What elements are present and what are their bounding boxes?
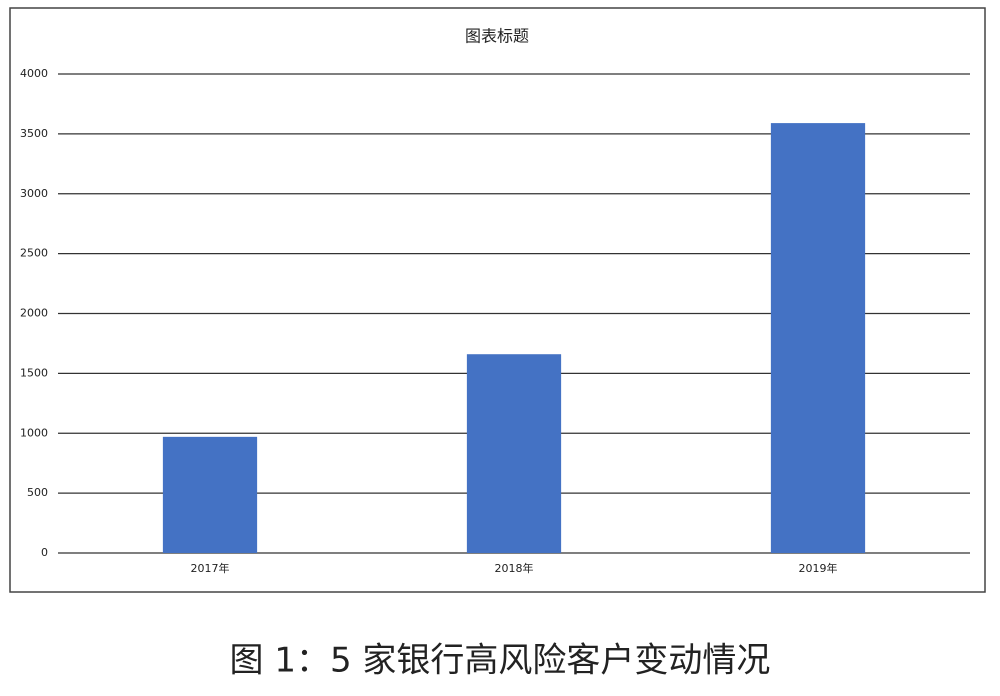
y-tick-label: 500 bbox=[27, 486, 48, 499]
y-tick-label: 2500 bbox=[20, 247, 48, 260]
x-tick-label: 2019年 bbox=[799, 561, 838, 575]
y-tick-label: 4000 bbox=[20, 67, 48, 80]
y-tick-label: 2000 bbox=[20, 307, 48, 320]
y-tick-label: 3500 bbox=[20, 127, 48, 140]
bar bbox=[770, 123, 866, 553]
x-tick-label: 2018年 bbox=[495, 561, 534, 575]
y-tick-label: 0 bbox=[41, 546, 48, 559]
y-tick-label: 3000 bbox=[20, 187, 48, 200]
chart-title: 图表标题 bbox=[465, 27, 529, 46]
figure-caption: 图 1：5 家银行高风险客户变动情况 bbox=[230, 641, 771, 681]
bar bbox=[466, 354, 562, 553]
x-tick-label: 2017年 bbox=[191, 561, 230, 575]
y-tick-label: 1000 bbox=[20, 426, 48, 439]
bar bbox=[162, 436, 258, 553]
y-tick-label: 1500 bbox=[20, 366, 48, 379]
